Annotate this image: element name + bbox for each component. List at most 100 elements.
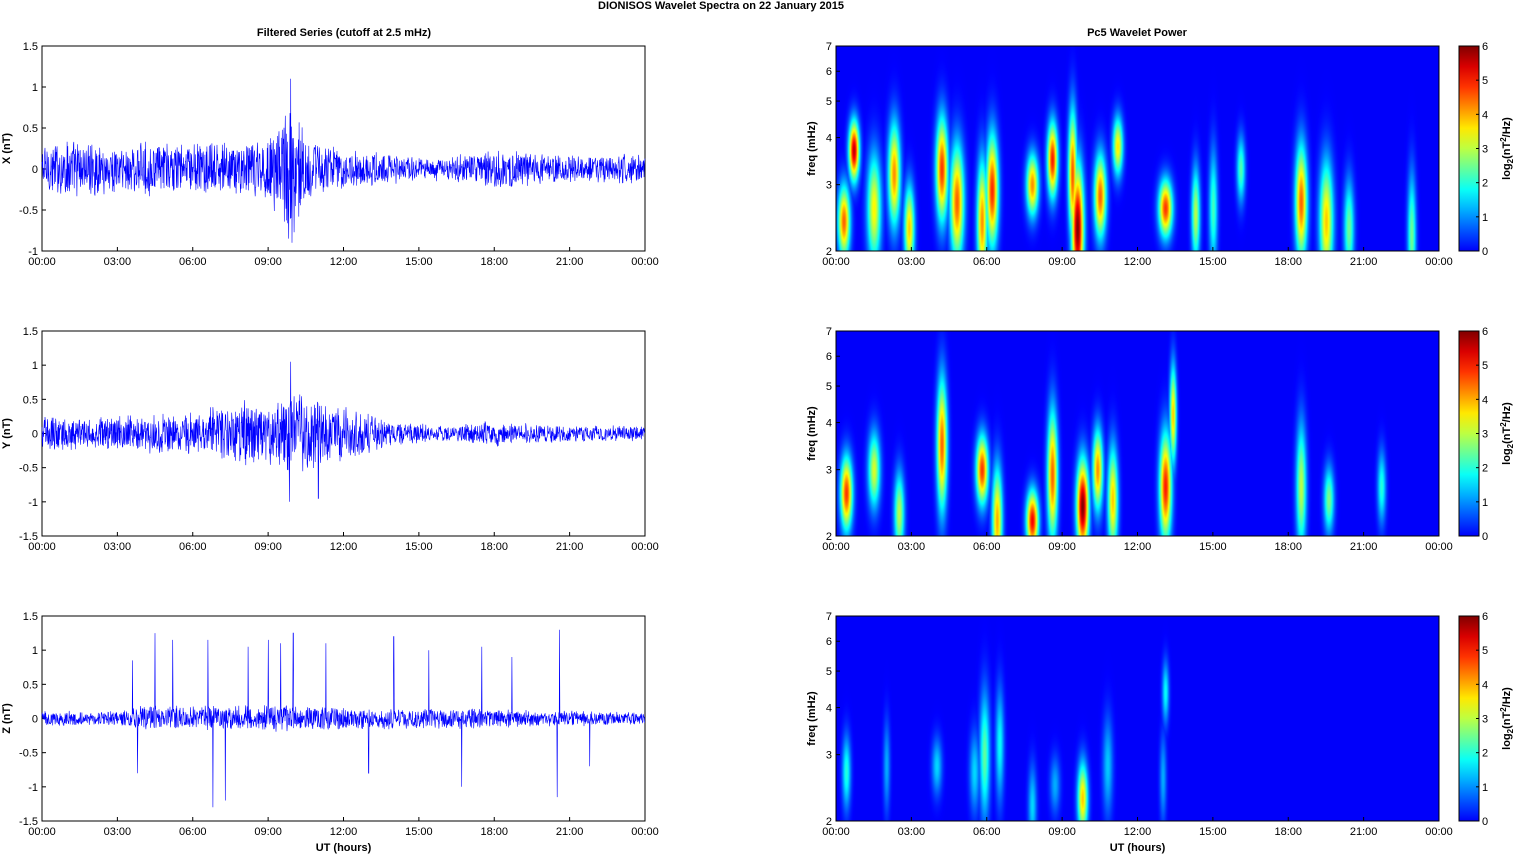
y-tick-label: -1.5 bbox=[19, 816, 38, 828]
y-axis-label: freq (mHz) bbox=[806, 406, 818, 461]
x-tick-label: 03:00 bbox=[104, 541, 132, 553]
x-tick-label: 00:00 bbox=[1425, 826, 1453, 838]
y-tick-label: 0 bbox=[32, 429, 38, 441]
colorbar-tick-label: 1 bbox=[1482, 497, 1488, 509]
y-tick-label: 0 bbox=[32, 164, 38, 176]
y-axis-label: Z (nT) bbox=[1, 703, 13, 734]
y-axis-label: Y (nT) bbox=[1, 418, 13, 449]
colorbar-tick-label: 4 bbox=[1482, 109, 1488, 121]
y-axis-label: X (nT) bbox=[1, 133, 13, 164]
colorbar-tick-label: 3 bbox=[1482, 714, 1488, 726]
x-tick-label: 03:00 bbox=[104, 826, 132, 838]
y-tick-label: 1 bbox=[32, 360, 38, 372]
y-tick-label: 0.5 bbox=[23, 679, 38, 691]
x-tick-label: 15:00 bbox=[1199, 541, 1227, 553]
x-tick-label: 00:00 bbox=[1425, 256, 1453, 268]
colorbar-label: log2(nT2/Hz) bbox=[1499, 402, 1515, 465]
x-axis-label: UT (hours) bbox=[316, 842, 372, 854]
y-axis-label: freq (mHz) bbox=[806, 691, 818, 746]
y-tick-label: 6 bbox=[826, 636, 832, 648]
colorbar-tick-label: 3 bbox=[1482, 144, 1488, 156]
colorbar-tick-label: 1 bbox=[1482, 782, 1488, 794]
x-tick-label: 06:00 bbox=[973, 256, 1001, 268]
x-tick-label: 12:00 bbox=[1124, 256, 1152, 268]
x-tick-label: 12:00 bbox=[330, 826, 358, 838]
colorbar-label: log2(nT2/Hz) bbox=[1499, 687, 1515, 750]
x-tick-label: 06:00 bbox=[179, 541, 207, 553]
colorbar-tick-label: 2 bbox=[1482, 748, 1488, 760]
x-tick-label: 21:00 bbox=[1350, 541, 1378, 553]
x-tick-label: 00:00 bbox=[631, 541, 659, 553]
x-tick-label: 12:00 bbox=[330, 256, 358, 268]
x-tick-label: 03:00 bbox=[898, 541, 926, 553]
y-tick-label: 0.5 bbox=[23, 394, 38, 406]
panel-z-wavelet: 2 3 4 5 6 7 00:00 03:00 06:00 09:00 12:00 15:00 18:0… bbox=[806, 611, 1515, 854]
panel-y-series: -1.5 -1 -0.5 0 0.5 1 1.5 00:00 03:00 06:00 09:00 12… bbox=[1, 326, 659, 553]
colorbar-label: log2(nT2/Hz) bbox=[1499, 117, 1515, 180]
y-tick-label: 1.5 bbox=[23, 41, 38, 53]
colorbar-tick-label: 5 bbox=[1482, 75, 1488, 87]
y-tick-label: 6 bbox=[826, 351, 832, 363]
x-tick-label: 06:00 bbox=[179, 826, 207, 838]
y-tick-label: 5 bbox=[826, 381, 832, 393]
x-tick-label: 18:00 bbox=[1274, 256, 1302, 268]
x-tick-label: 09:00 bbox=[1048, 826, 1076, 838]
colorbar-tick-label: 0 bbox=[1482, 531, 1488, 543]
x-tick-label: 00:00 bbox=[822, 256, 850, 268]
series-trace bbox=[41, 629, 645, 808]
colorbar-tick-label: 3 bbox=[1482, 429, 1488, 441]
x-tick-label: 09:00 bbox=[254, 256, 282, 268]
y-tick-label: 4 bbox=[826, 133, 832, 145]
y-tick-label: 7 bbox=[826, 326, 832, 338]
x-tick-label: 00:00 bbox=[28, 826, 56, 838]
y-tick-label: 3 bbox=[826, 465, 832, 477]
colorbar-tick-label: 4 bbox=[1482, 679, 1488, 691]
x-tick-label: 18:00 bbox=[1274, 826, 1302, 838]
x-tick-label: 00:00 bbox=[822, 541, 850, 553]
x-tick-label: 18:00 bbox=[480, 826, 508, 838]
y-tick-label: -1 bbox=[28, 782, 38, 794]
right-column-title: Pc5 Wavelet Power bbox=[1087, 27, 1188, 39]
colorbar-tick-label: 6 bbox=[1482, 611, 1488, 623]
x-tick-label: 06:00 bbox=[179, 256, 207, 268]
y-tick-label: 1.5 bbox=[23, 611, 38, 623]
x-tick-label: 03:00 bbox=[898, 826, 926, 838]
colorbar-tick-label: 0 bbox=[1482, 816, 1488, 828]
y-tick-label: -1 bbox=[28, 497, 38, 509]
x-tick-label: 15:00 bbox=[405, 541, 433, 553]
wavelet-power-image bbox=[836, 331, 1439, 536]
series-trace bbox=[41, 361, 646, 502]
x-tick-label: 00:00 bbox=[1425, 541, 1453, 553]
y-tick-label: 2 bbox=[826, 816, 832, 828]
y-tick-label: 1 bbox=[32, 645, 38, 657]
x-axis-label: UT (hours) bbox=[1110, 842, 1166, 854]
y-tick-label: 4 bbox=[826, 418, 832, 430]
y-tick-label: 5 bbox=[826, 666, 832, 678]
y-tick-label: 5 bbox=[826, 96, 832, 108]
series-trace bbox=[41, 78, 646, 243]
colorbar-tick-label: 6 bbox=[1482, 326, 1488, 338]
colorbar-tick-label: 6 bbox=[1482, 41, 1488, 53]
x-tick-label: 18:00 bbox=[480, 256, 508, 268]
plot-area bbox=[41, 45, 646, 252]
y-tick-label: 7 bbox=[826, 41, 832, 53]
y-tick-label: 3 bbox=[826, 750, 832, 762]
y-tick-label: 2 bbox=[826, 531, 832, 543]
y-tick-label: 3 bbox=[826, 180, 832, 192]
y-tick-label: -0.5 bbox=[19, 463, 38, 475]
y-tick-label: -1.5 bbox=[19, 531, 38, 543]
x-tick-label: 15:00 bbox=[405, 256, 433, 268]
y-tick-label: 7 bbox=[826, 611, 832, 623]
x-tick-label: 00:00 bbox=[28, 256, 56, 268]
y-tick-label: 0.5 bbox=[23, 123, 38, 135]
x-tick-label: 03:00 bbox=[898, 256, 926, 268]
panel-z-series: -1.5 -1 -0.5 0 0.5 1 1.5 00:00 03:00 06:00 09:00 12… bbox=[1, 611, 659, 854]
x-tick-label: 18:00 bbox=[1274, 541, 1302, 553]
x-tick-label: 12:00 bbox=[330, 541, 358, 553]
panel-y-wavelet: 2 3 4 5 6 7 00:00 03:00 06:00 09:00 12:00 15:00 18:0… bbox=[806, 326, 1515, 553]
colorbar-tick-label: 1 bbox=[1482, 212, 1488, 224]
x-tick-label: 15:00 bbox=[1199, 256, 1227, 268]
y-tick-label: 6 bbox=[826, 66, 832, 78]
x-tick-label: 09:00 bbox=[254, 541, 282, 553]
